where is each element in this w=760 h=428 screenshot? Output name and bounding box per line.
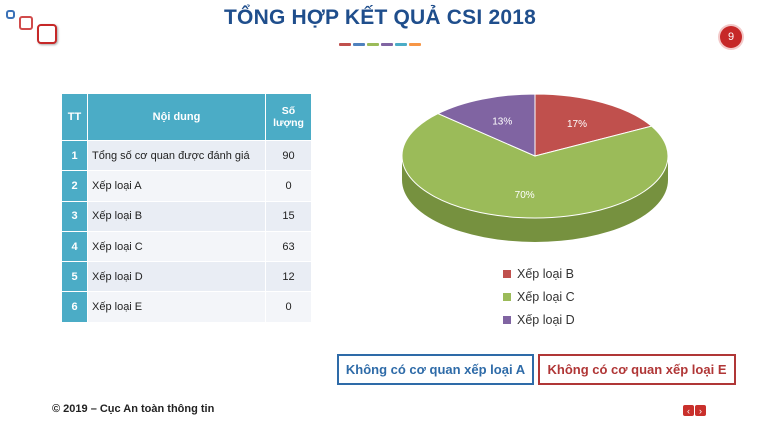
row-content: Xếp loại D bbox=[88, 261, 266, 292]
legend-label: Xếp loại B bbox=[517, 266, 574, 281]
row-content: Tổng số cơ quan được đánh giá bbox=[88, 140, 266, 171]
header-content: Nội dung bbox=[88, 94, 266, 140]
title-underline bbox=[339, 43, 421, 46]
table-row: 6 Xếp loại E 0 bbox=[62, 291, 312, 322]
pie-chart: 17% 70% 13% bbox=[401, 93, 669, 242]
row-content: Xếp loại C bbox=[88, 230, 266, 262]
results-table: TT Nội dung Số lượng 1 Tổng số cơ quan đ… bbox=[62, 94, 312, 322]
slide-title: TỔNG HỢP KẾT QUẢ CSI 2018 bbox=[224, 6, 536, 29]
footer-copyright: © 2019 – Cục An toàn thông tin bbox=[52, 403, 215, 415]
title-underline-segment bbox=[353, 43, 365, 46]
legend-label: Xếp loại C bbox=[517, 289, 575, 304]
row-index: 3 bbox=[62, 200, 88, 231]
row-count: 15 bbox=[266, 200, 312, 231]
legend-item: Xếp loại D bbox=[503, 308, 575, 331]
page-number-badge: 9 bbox=[720, 26, 742, 48]
row-content: Xếp loại A bbox=[88, 170, 266, 201]
title-underline-segment bbox=[339, 43, 351, 46]
row-index: 1 bbox=[62, 140, 88, 171]
pie-slice-side bbox=[402, 156, 668, 242]
table-row: 3 Xếp loại B 15 bbox=[62, 200, 312, 231]
table-header-row: TT Nội dung Số lượng bbox=[62, 94, 312, 140]
table-row: 5 Xếp loại D 12 bbox=[62, 261, 312, 292]
chevron-right-icon[interactable]: › bbox=[695, 405, 706, 416]
note-no-grade-e: Không có cơ quan xếp loại E bbox=[538, 354, 736, 385]
logo-square-medium bbox=[19, 16, 33, 30]
legend-item: Xếp loại B bbox=[503, 262, 575, 285]
row-index: 4 bbox=[62, 230, 88, 262]
pie-data-label: 70% bbox=[515, 190, 535, 201]
header-tt: TT bbox=[62, 94, 88, 140]
chevron-left-icon[interactable]: ‹ bbox=[683, 405, 694, 416]
row-content: Xếp loại E bbox=[88, 291, 266, 322]
pie-slice-xếp-loại-c bbox=[401, 113, 669, 219]
table-row: 2 Xếp loại A 0 bbox=[62, 170, 312, 201]
note-no-grade-a: Không có cơ quan xếp loại A bbox=[337, 354, 534, 385]
pie-slice-xếp-loại-d bbox=[436, 93, 536, 157]
table-row: 1 Tổng số cơ quan được đánh giá 90 bbox=[62, 140, 312, 171]
table-row: 4 Xếp loại C 63 bbox=[62, 230, 312, 262]
logo-square-large bbox=[37, 24, 57, 44]
row-index: 6 bbox=[62, 291, 88, 322]
row-content: Xếp loại B bbox=[88, 200, 266, 231]
row-count: 0 bbox=[266, 170, 312, 201]
title-underline-segment bbox=[409, 43, 421, 46]
legend-swatch bbox=[503, 315, 511, 324]
legend-label: Xếp loại D bbox=[517, 312, 575, 327]
pie-data-label: 13% bbox=[492, 117, 512, 128]
pie-data-label: 17% bbox=[567, 119, 587, 130]
legend-item: Xếp loại C bbox=[503, 285, 575, 308]
row-index: 5 bbox=[62, 261, 88, 292]
row-count: 63 bbox=[266, 230, 312, 262]
legend-swatch bbox=[503, 292, 511, 301]
row-count: 0 bbox=[266, 291, 312, 322]
legend-swatch bbox=[503, 269, 511, 278]
title-underline-segment bbox=[367, 43, 379, 46]
title-underline-segment bbox=[381, 43, 393, 46]
header-count: Số lượng bbox=[266, 94, 312, 140]
chart-legend: Xếp loại B Xếp loại C Xếp loại D bbox=[503, 262, 575, 331]
row-index: 2 bbox=[62, 170, 88, 201]
title-underline-segment bbox=[395, 43, 407, 46]
pie-slice-xếp-loại-b bbox=[534, 93, 653, 157]
logo-square-small bbox=[6, 10, 15, 19]
row-count: 12 bbox=[266, 261, 312, 292]
row-count: 90 bbox=[266, 140, 312, 171]
